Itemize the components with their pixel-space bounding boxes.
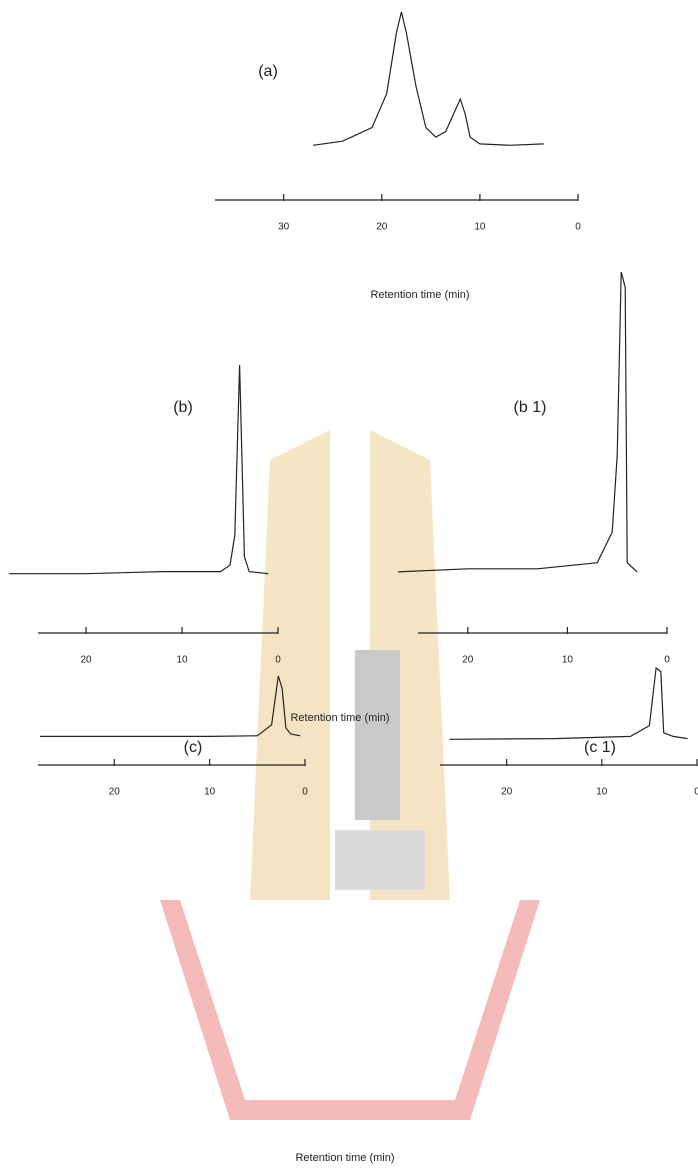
- x-tick-label: 20: [109, 787, 121, 798]
- x-tick-label: 10: [176, 655, 188, 666]
- x-tick-label: 20: [80, 655, 92, 666]
- x-tick-label: 0: [694, 787, 698, 798]
- chart-title: (c 1): [584, 739, 616, 756]
- x-tick-label: 0: [302, 787, 308, 798]
- x-tick-label: 10: [474, 222, 486, 233]
- chart-title: (b 1): [514, 399, 547, 416]
- x-tick-label: 20: [462, 655, 474, 666]
- trace: [398, 271, 638, 573]
- watermark-arch: [250, 430, 450, 900]
- x-axis-label: Retention time (min): [290, 712, 389, 724]
- trace: [9, 364, 269, 575]
- trace: [313, 11, 544, 146]
- x-tick-label: 20: [376, 222, 388, 233]
- watermark-figure: [355, 650, 400, 820]
- trace: [449, 666, 688, 740]
- watermark-leaves: [160, 900, 540, 1120]
- x-axis-label: Retention time (min): [370, 289, 469, 301]
- chart-title: (b): [173, 399, 193, 416]
- watermark-head: [364, 651, 392, 679]
- x-tick-label: 0: [275, 655, 281, 666]
- trace: [39, 675, 301, 737]
- x-tick-label: 30: [278, 222, 290, 233]
- watermark: [160, 430, 540, 1120]
- x-tick-label: 10: [562, 655, 574, 666]
- x-tick-label: 10: [596, 787, 608, 798]
- chart-title: (c): [184, 739, 203, 756]
- x-axis-label: Retention time (min): [295, 1152, 394, 1164]
- chart-title: (a): [258, 63, 278, 80]
- x-tick-label: 0: [575, 222, 581, 233]
- x-tick-label: 0: [664, 655, 670, 666]
- watermark-base: [335, 830, 425, 890]
- x-tick-label: 20: [501, 787, 513, 798]
- x-tick-label: 10: [204, 787, 216, 798]
